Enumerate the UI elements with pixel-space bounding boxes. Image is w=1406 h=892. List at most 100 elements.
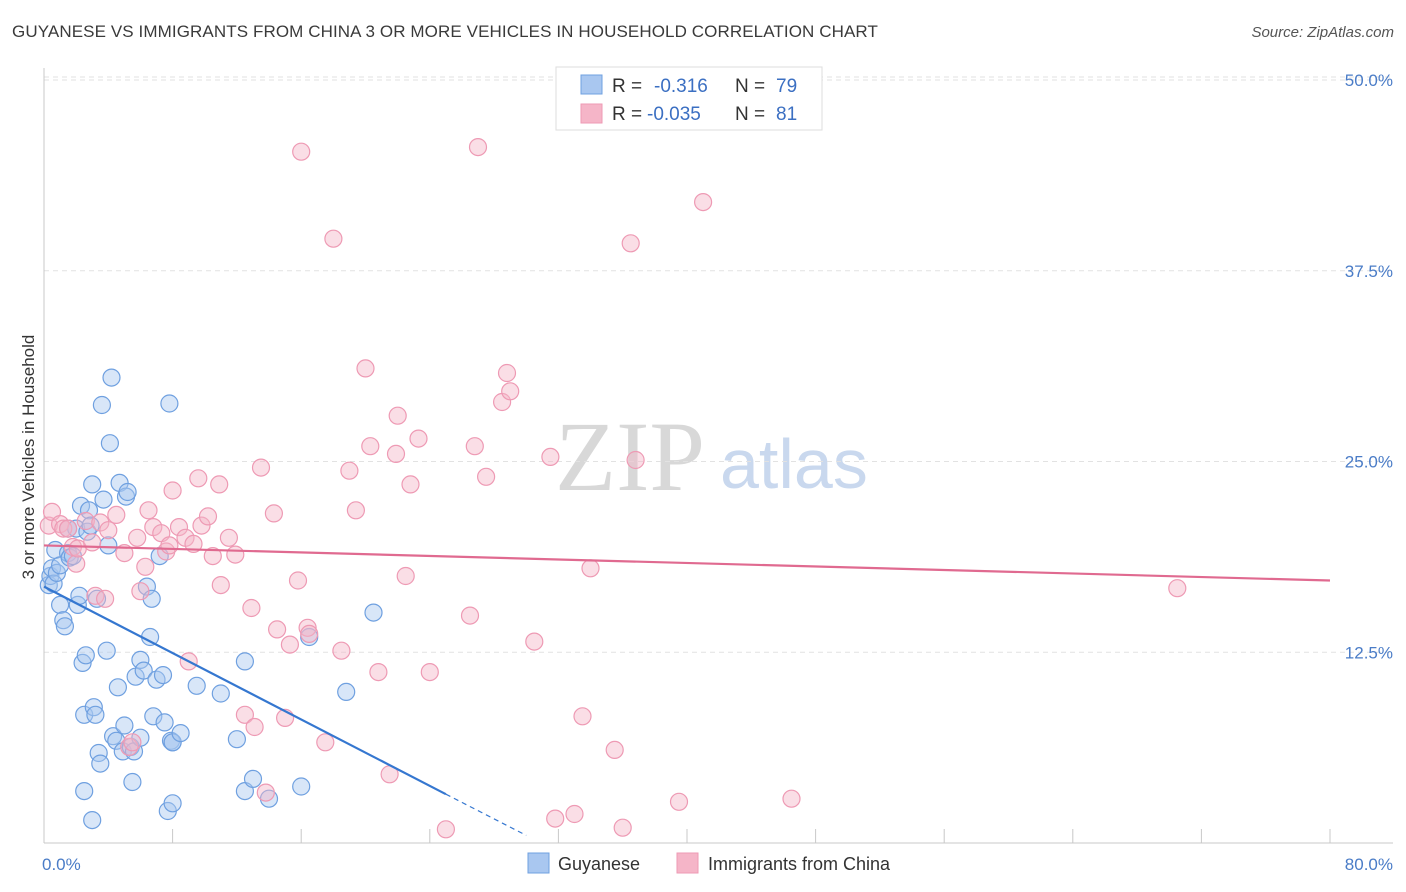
- point-guyanese: [292, 777, 311, 796]
- point-guyanese: [83, 810, 102, 830]
- point-china: [465, 437, 484, 456]
- point-china: [693, 193, 713, 212]
- point-china: [1168, 579, 1187, 598]
- point-china: [54, 519, 73, 538]
- point-china: [139, 501, 158, 520]
- point-guyanese: [155, 713, 174, 732]
- point-china: [669, 792, 689, 811]
- point-china: [192, 516, 211, 535]
- point-china: [468, 138, 488, 157]
- point-china: [573, 707, 592, 726]
- point-guyanese: [171, 723, 190, 743]
- point-guyanese: [100, 434, 120, 453]
- point-china: [420, 662, 439, 682]
- point-china: [565, 804, 584, 824]
- point-china: [541, 447, 560, 466]
- point-guyanese: [337, 682, 356, 702]
- point-guyanese: [364, 603, 383, 622]
- point-guyanese: [108, 678, 128, 697]
- point-guyanese: [94, 490, 113, 509]
- legend-label-china: Immigrants from China: [708, 854, 891, 874]
- point-guyanese: [187, 676, 206, 695]
- chart-title: GUYANESE VS IMMIGRANTS FROM CHINA 3 OR M…: [12, 22, 878, 41]
- point-china: [160, 536, 179, 555]
- trendline-guyanese-extension: [445, 793, 527, 836]
- point-guyanese: [134, 661, 153, 680]
- point-china: [235, 705, 254, 724]
- point-china: [99, 521, 118, 540]
- point-china: [264, 504, 283, 523]
- point-china: [401, 475, 420, 494]
- point-china: [324, 229, 343, 248]
- stats-r-label-2: R =: [612, 104, 642, 125]
- point-china: [198, 507, 218, 526]
- y-tick-label: 12.5%: [1345, 643, 1393, 662]
- point-guyanese: [91, 754, 110, 773]
- point-china: [356, 359, 375, 378]
- y-tick-label: 50.0%: [1345, 71, 1393, 90]
- point-china: [613, 818, 632, 837]
- point-guyanese: [141, 627, 160, 647]
- x-tick-min: 0.0%: [42, 855, 81, 874]
- point-china: [268, 620, 287, 639]
- x-tick-max: 80.0%: [1345, 855, 1393, 874]
- point-china: [477, 467, 496, 486]
- point-china: [128, 528, 147, 547]
- point-china: [219, 528, 238, 547]
- point-china: [107, 505, 126, 525]
- point-china: [288, 571, 308, 590]
- point-china: [203, 546, 222, 566]
- point-china: [460, 606, 480, 625]
- point-guyanese: [75, 781, 94, 801]
- point-china: [621, 234, 640, 253]
- stats-r-label-1: R =: [612, 76, 642, 97]
- point-guyanese: [92, 395, 112, 415]
- point-guyanese: [99, 536, 118, 555]
- point-guyanese: [79, 501, 99, 520]
- point-china: [396, 566, 415, 586]
- stats-n-value-2: 81: [776, 104, 797, 125]
- point-china: [210, 475, 229, 494]
- point-china: [136, 557, 155, 576]
- y-tick-labels: 12.5% 25.0% 37.5% 50.0%: [1345, 71, 1393, 662]
- point-china: [83, 533, 102, 552]
- point-china: [184, 534, 203, 554]
- point-china: [409, 429, 428, 448]
- point-guyanese: [131, 650, 150, 670]
- stats-r-value-1: -0.316: [654, 76, 708, 97]
- point-china: [501, 382, 520, 401]
- point-china: [340, 461, 359, 480]
- legend-label-guyanese: Guyanese: [558, 854, 640, 874]
- point-china: [497, 363, 517, 383]
- point-guyanese: [83, 475, 102, 494]
- point-guyanese: [153, 665, 173, 685]
- trend-lines: [43, 544, 1331, 836]
- point-china: [525, 632, 544, 651]
- point-china: [95, 589, 115, 608]
- point-china: [386, 444, 406, 463]
- point-china: [251, 458, 271, 477]
- point-china: [298, 618, 317, 637]
- point-china: [346, 501, 365, 520]
- point-china: [605, 740, 624, 760]
- point-china: [189, 469, 208, 488]
- point-china: [361, 437, 380, 456]
- y-tick-label: 37.5%: [1345, 262, 1393, 281]
- stats-n-label-1: N =: [735, 76, 765, 97]
- y-axis-title: 3 or more Vehicles in Household: [19, 335, 38, 580]
- point-china: [369, 662, 388, 682]
- point-guyanese: [115, 716, 134, 735]
- point-guyanese: [102, 368, 121, 387]
- point-china: [226, 545, 245, 564]
- trendline-china: [43, 544, 1331, 582]
- point-guyanese: [235, 652, 254, 671]
- series-legend: Guyanese Immigrants from China: [527, 852, 891, 874]
- point-guyanese: [86, 705, 105, 724]
- stats-swatch-guyanese: [580, 74, 603, 95]
- point-china: [169, 517, 189, 537]
- stats-r-value-2: -0.035: [647, 104, 701, 125]
- point-china: [242, 598, 261, 618]
- point-china: [581, 559, 600, 578]
- point-guyanese: [227, 730, 246, 749]
- point-china: [280, 635, 299, 654]
